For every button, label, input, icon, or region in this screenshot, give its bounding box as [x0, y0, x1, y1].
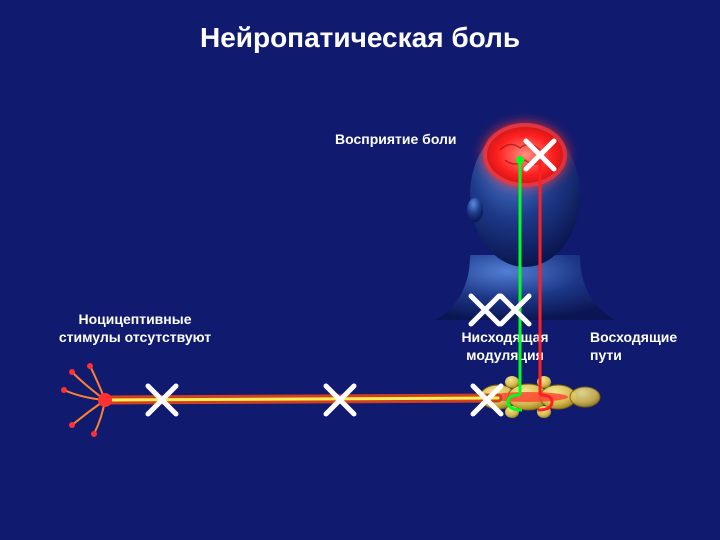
- diagram-canvas: [0, 0, 720, 540]
- dendrite-terminals: [61, 363, 97, 437]
- neuron-body: [98, 393, 112, 407]
- brain: [487, 127, 563, 183]
- axon: [110, 398, 498, 400]
- ear: [467, 198, 483, 222]
